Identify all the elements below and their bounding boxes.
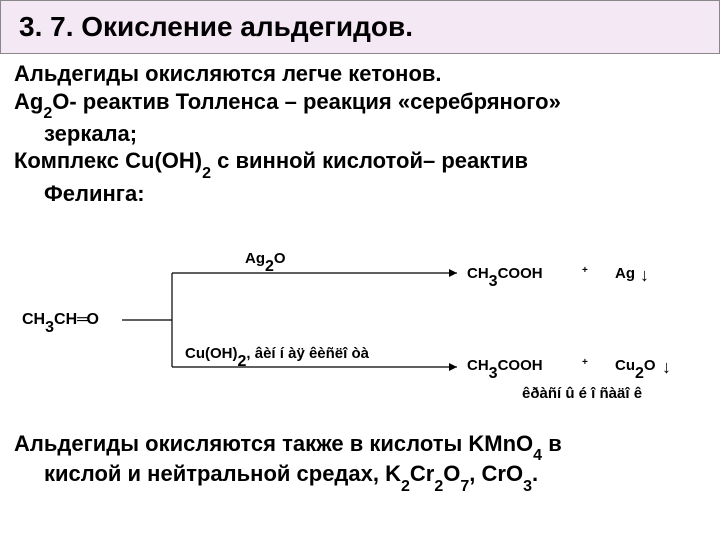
f2b: Cr bbox=[410, 461, 434, 486]
f2a: кислой и нейтральной средах, K bbox=[44, 461, 401, 486]
f1a: Альдегиды окисляются также в кислоты KMn… bbox=[14, 431, 533, 456]
intro-ag: Ag bbox=[14, 89, 43, 114]
footer-line-1: Альдегиды окисляются также в кислоты KMn… bbox=[14, 431, 706, 462]
product-ag: Ag bbox=[615, 265, 635, 282]
intro-line3b: с винной кислотой– реактив bbox=[211, 148, 528, 173]
f1sub: 4 bbox=[533, 447, 542, 464]
product-ch3cooh-2: CH3COOH bbox=[467, 357, 543, 379]
p2-ch: CH bbox=[467, 357, 489, 374]
page-title: 3. 7. Окисление альдегидов. bbox=[19, 11, 701, 43]
footer-section: Альдегиды окисляются также в кислоты KMn… bbox=[14, 431, 706, 492]
reaction-diagram: CH3CH═O Ag2O Cu(OH)2, âèí í àÿ êèñëî òà … bbox=[22, 225, 706, 410]
intro-line-3: Комплекс Cu(OH)2 с винной кислотой– реак… bbox=[14, 147, 706, 179]
intro-line2b: O- реактив Толленса – реакция «серебряно… bbox=[52, 89, 561, 114]
intro-line-3c: Фелинга: bbox=[14, 180, 706, 208]
p1-sub: 3 bbox=[489, 273, 498, 290]
intro-line-2: Ag2O- реактив Толленса – реакция «серебр… bbox=[14, 88, 706, 120]
reagent1-sub: 2 bbox=[265, 258, 274, 275]
content-area: Альдегиды окисляются легче кетонов. Ag2O… bbox=[0, 54, 720, 416]
reactant-ch: CH bbox=[22, 311, 45, 328]
precipitate-arrow-2: ↓ bbox=[662, 357, 671, 378]
garbled-bottom-text: êðàñí û é î ñàäî ê bbox=[522, 385, 642, 402]
reagent2-cu: Cu(OH) bbox=[185, 345, 238, 362]
f2c: O bbox=[443, 461, 460, 486]
f2s3: 7 bbox=[460, 478, 469, 495]
reactant-sub3: 3 bbox=[45, 319, 54, 336]
footer-line-2: кислой и нейтральной средах, K2Cr2O7, Cr… bbox=[14, 461, 706, 492]
reagent2-sub: 2 bbox=[238, 353, 247, 370]
reagent-cuoh2: Cu(OH)2, âèí í àÿ êèñëî òà bbox=[185, 345, 369, 367]
title-bar: 3. 7. Окисление альдегидов. bbox=[0, 0, 720, 54]
p2-sub: 3 bbox=[489, 365, 498, 382]
intro-line-2c: зеркала; bbox=[14, 120, 706, 148]
reagent1-ag: Ag bbox=[245, 250, 265, 267]
reagent1-o: O bbox=[274, 250, 286, 267]
reactant-ch3cho: CH3CH═O bbox=[22, 311, 99, 333]
f2s1: 2 bbox=[401, 478, 410, 495]
p2-cooh: COOH bbox=[498, 357, 543, 374]
f1b: в bbox=[542, 431, 562, 456]
f2s2: 2 bbox=[434, 478, 443, 495]
plus-2: + bbox=[582, 357, 588, 368]
f2d: , CrO bbox=[469, 461, 523, 486]
p2c-o: O bbox=[644, 357, 656, 374]
p1-ch: CH bbox=[467, 265, 489, 282]
p2c-sub: 2 bbox=[635, 365, 644, 382]
plus-1: + bbox=[582, 265, 588, 276]
product-cu2o: Cu2O bbox=[615, 357, 656, 379]
intro-sub2: 2 bbox=[43, 105, 52, 122]
reagent2-garbled: , âèí í àÿ êèñëî òà bbox=[246, 345, 369, 362]
intro-line-1: Альдегиды окисляются легче кетонов. bbox=[14, 60, 706, 88]
arrow-lines bbox=[22, 225, 720, 410]
reagent-ag2o: Ag2O bbox=[245, 250, 286, 272]
f2e: . bbox=[532, 461, 538, 486]
precipitate-arrow-1: ↓ bbox=[640, 265, 649, 286]
f2s4: 3 bbox=[523, 478, 532, 495]
intro-sub3: 2 bbox=[202, 165, 211, 182]
reactant-ch2: CH bbox=[54, 311, 77, 328]
product-ch3cooh-1: CH3COOH bbox=[467, 265, 543, 287]
intro-line3a: Комплекс Cu(OH) bbox=[14, 148, 202, 173]
p2c-cu: Cu bbox=[615, 357, 635, 374]
p1-cooh: COOH bbox=[498, 265, 543, 282]
reactant-o: O bbox=[86, 311, 98, 328]
